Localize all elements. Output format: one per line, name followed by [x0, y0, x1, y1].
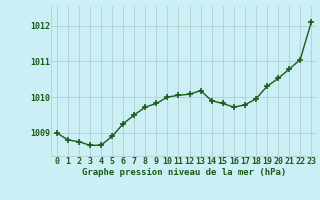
X-axis label: Graphe pression niveau de la mer (hPa): Graphe pression niveau de la mer (hPa) [82, 168, 286, 177]
